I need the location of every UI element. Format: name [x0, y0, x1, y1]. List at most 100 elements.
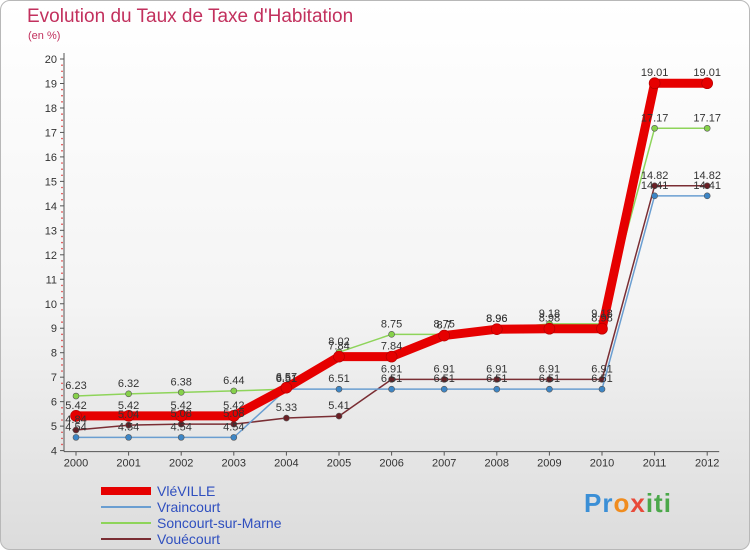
y-tick-label: 15 [45, 176, 57, 188]
data-label: 14.41 [641, 180, 669, 192]
data-point [70, 410, 82, 422]
y-tick-label: 20 [45, 54, 57, 66]
y-tick-label: 17 [45, 127, 57, 139]
y-minor-tick [61, 266, 63, 268]
y-minor-tick [61, 223, 63, 226]
data-label: 6.57 [276, 372, 297, 384]
x-tick-label: 2009 [537, 458, 561, 470]
y-tick-label: 6 [51, 397, 57, 409]
y-minor-tick [61, 94, 63, 97]
data-label: 8.02 [328, 336, 349, 348]
y-minor-tick [61, 406, 63, 409]
data-point [230, 387, 238, 395]
data-point [125, 434, 132, 441]
x-tick-label: 2001 [116, 458, 140, 470]
y-minor-tick [61, 149, 63, 152]
data-label: 5.08 [223, 408, 244, 420]
y-minor-tick [61, 419, 63, 421]
y-minor-tick [61, 119, 63, 121]
data-point [230, 434, 238, 441]
data-point [283, 414, 290, 422]
y-minor-tick [61, 382, 63, 385]
data-point [543, 322, 556, 335]
y-minor-tick [61, 431, 63, 434]
data-label: 6.91 [433, 363, 454, 375]
data-label: 6.38 [170, 376, 191, 388]
y-minor-tick [61, 358, 63, 360]
y-minor-tick [61, 186, 63, 189]
y-minor-tick [61, 437, 63, 440]
data-point [703, 124, 711, 132]
legend-label-vleville: VléVILLE [157, 483, 216, 499]
y-minor-tick [61, 309, 63, 311]
x-tick-label: 2012 [695, 458, 719, 470]
data-point [72, 434, 80, 441]
y-minor-tick [61, 388, 63, 391]
data-point [701, 77, 714, 90]
data-label: 17.17 [641, 112, 669, 124]
legend-label-vouecourt: Vouécourt [157, 531, 221, 547]
data-label: 4.54 [170, 421, 191, 433]
data-point [175, 410, 187, 422]
data-point [125, 421, 132, 429]
y-tick-label: 11 [46, 274, 57, 286]
y-minor-tick [61, 272, 63, 274]
y-minor-tick [61, 101, 63, 103]
data-label: 6.51 [328, 373, 349, 385]
data-label: 9.18 [591, 308, 612, 320]
data-point [177, 434, 185, 441]
legend-swatch-vleville [101, 487, 151, 495]
y-tick-label: 4 [51, 446, 57, 458]
y-minor-tick [61, 70, 63, 73]
x-tick-label: 2011 [643, 458, 667, 470]
data-label: 6.51 [486, 373, 507, 385]
data-point [72, 426, 80, 434]
data-label: 7.84 [328, 341, 349, 353]
y-minor-tick [61, 88, 63, 91]
y-minor-tick [61, 321, 63, 323]
y-minor-tick [61, 333, 63, 336]
data-label: 14.41 [693, 180, 721, 192]
data-point [651, 192, 658, 200]
data-point [493, 385, 501, 393]
data-label: 5.42 [118, 400, 139, 412]
y-minor-tick [61, 339, 63, 342]
data-point [651, 124, 658, 132]
y-minor-tick [61, 192, 63, 195]
data-label: 4.54 [223, 421, 244, 433]
y-minor-tick [61, 394, 63, 397]
data-point [335, 385, 343, 393]
y-minor-tick [61, 290, 63, 293]
data-point [440, 385, 448, 393]
data-point [651, 182, 658, 190]
data-point [493, 376, 501, 383]
x-tick-label: 2000 [64, 458, 88, 470]
data-point [385, 350, 398, 363]
x-tick-label: 2010 [590, 458, 614, 470]
data-label: 8.7 [437, 320, 452, 332]
data-point [177, 389, 185, 396]
data-label: 6.51 [591, 373, 612, 385]
data-point [388, 385, 395, 393]
y-minor-tick [61, 443, 63, 446]
y-minor-tick [61, 315, 63, 317]
unit-label: (en %) [28, 30, 61, 42]
data-label: 17.17 [693, 112, 721, 124]
data-label: 8.75 [433, 318, 454, 330]
data-label: 8.75 [381, 318, 402, 330]
data-label: 6.91 [591, 363, 612, 375]
x-tick-label: 2008 [485, 458, 509, 470]
data-point [388, 331, 395, 338]
y-minor-tick [61, 168, 63, 170]
data-point [703, 192, 711, 200]
data-point [546, 385, 553, 393]
data-point [122, 410, 135, 422]
proxiti-logo: Proxiti [584, 488, 672, 518]
data-label: 9.18 [539, 308, 560, 320]
y-tick-label: 12 [45, 250, 57, 262]
data-point [388, 376, 395, 383]
x-tick-label: 2005 [327, 458, 351, 470]
y-minor-tick [61, 137, 63, 140]
